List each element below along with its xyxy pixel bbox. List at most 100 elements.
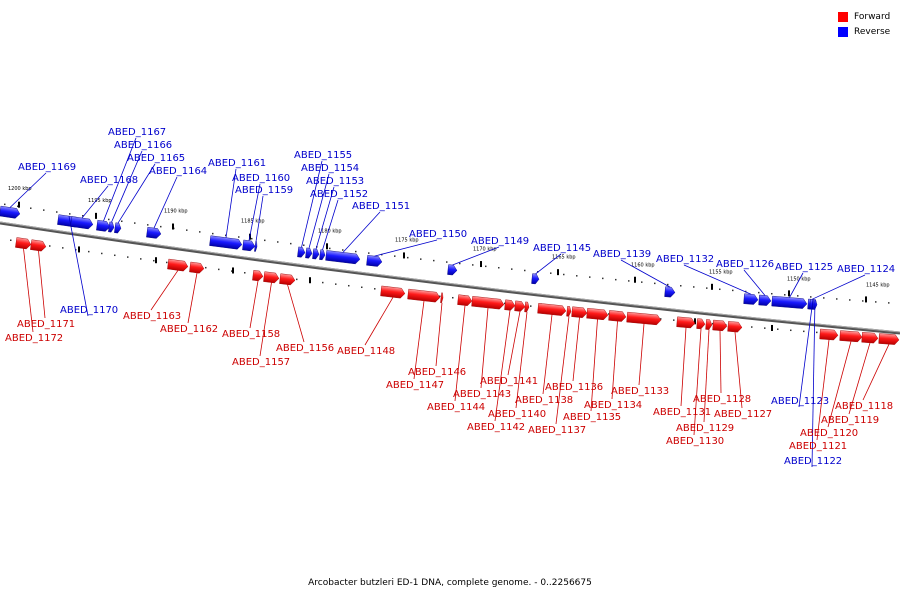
- gene-arrow[interactable]: [626, 311, 662, 326]
- gene-arrow[interactable]: [471, 296, 505, 310]
- gene-arrow[interactable]: [242, 239, 256, 252]
- gene-arrow[interactable]: [0, 205, 21, 219]
- gene-arrow[interactable]: [114, 222, 122, 234]
- gene-abed-1164[interactable]: ABED_1164: [146, 166, 207, 239]
- gene-arrow[interactable]: [771, 295, 808, 309]
- gene-arrow[interactable]: [504, 299, 516, 311]
- gene-abed-1146[interactable]: ABED_1146: [408, 292, 466, 378]
- gene-arrow[interactable]: [571, 306, 588, 318]
- gene-arrow[interactable]: [70, 216, 94, 230]
- gene-abed-1163[interactable]: ABED_1163: [123, 258, 189, 322]
- gene-arrow[interactable]: [440, 292, 444, 304]
- gene-abed-1143[interactable]: ABED_1143: [453, 296, 511, 400]
- gene-arrow[interactable]: [15, 237, 32, 250]
- gene-arrow[interactable]: [263, 271, 280, 284]
- gene-abed-1150[interactable]: ABED_1150: [366, 229, 467, 267]
- gene-arrow[interactable]: [167, 258, 189, 272]
- gene-abed-1166[interactable]: ABED_1166: [108, 140, 172, 233]
- gene-abed-1162[interactable]: ABED_1162: [160, 261, 218, 335]
- gene-abed-1171[interactable]: ABED_1171: [17, 239, 75, 330]
- gene-abed-1153[interactable]: ABED_1153: [306, 176, 364, 260]
- gene-arrow[interactable]: [839, 330, 863, 343]
- gene-abed-1167[interactable]: ABED_1167: [96, 127, 166, 232]
- gene-abed-1140[interactable]: ABED_1140: [488, 301, 546, 420]
- gene-abed-1119[interactable]: ABED_1119: [821, 332, 879, 426]
- gene-arrow[interactable]: [514, 300, 526, 312]
- gene-arrow[interactable]: [608, 310, 627, 322]
- gene-arrow[interactable]: [297, 246, 306, 258]
- gene-arrow[interactable]: [758, 294, 772, 306]
- gene-abed-1152[interactable]: ABED_1152: [310, 189, 368, 261]
- gene-abed-1132[interactable]: ABED_1132: [656, 254, 759, 305]
- gene-arrow[interactable]: [696, 318, 706, 330]
- gene-abed-1158[interactable]: ABED_1158: [222, 270, 280, 340]
- gene-arrow[interactable]: [457, 294, 473, 306]
- gene-abed-1127[interactable]: ABED_1127: [714, 321, 772, 420]
- gene-arrow[interactable]: [676, 316, 696, 329]
- gene-arrow[interactable]: [727, 321, 743, 333]
- gene-abed-1172[interactable]: ABED_1172: [5, 237, 63, 344]
- gene-arrow[interactable]: [305, 247, 313, 259]
- gene-abed-1138[interactable]: ABED_1138: [515, 303, 573, 406]
- gene-abed-1155[interactable]: ABED_1155: [294, 150, 352, 258]
- gene-arrow[interactable]: [447, 264, 458, 276]
- gene-abed-1159[interactable]: ABED_1159: [235, 185, 293, 252]
- gene-arrow[interactable]: [254, 241, 258, 252]
- gene-abed-1142[interactable]: ABED_1142: [467, 299, 525, 433]
- gene-abed-1123[interactable]: ABED_1123: [771, 298, 829, 408]
- gene-arrow[interactable]: [819, 328, 839, 341]
- gene-arrow[interactable]: [312, 248, 320, 260]
- gene-abed-1118[interactable]: ABED_1118: [835, 333, 900, 412]
- gene-arrow[interactable]: [531, 273, 540, 285]
- gene-arrow[interactable]: [189, 261, 205, 274]
- gene-abed-1131[interactable]: ABED_1131: [653, 316, 711, 418]
- gene-abed-1130[interactable]: ABED_1130: [666, 318, 724, 447]
- gene-abed-1135[interactable]: ABED_1135: [563, 307, 621, 423]
- gene-abed-1129[interactable]: ABED_1129: [676, 319, 734, 434]
- gene-abed-1154[interactable]: ABED_1154: [301, 163, 359, 259]
- gene-abed-1122[interactable]: ABED_1122: [784, 299, 842, 468]
- gene-arrow[interactable]: [586, 307, 609, 321]
- gene-abed-1126[interactable]: ABED_1126: [716, 259, 774, 306]
- gene-arrow[interactable]: [319, 249, 326, 261]
- gene-abed-1147[interactable]: ABED_1147: [386, 288, 444, 391]
- gene-abed-1137[interactable]: ABED_1137: [528, 305, 586, 436]
- gene-arrow[interactable]: [30, 239, 47, 252]
- gene-arrow[interactable]: [566, 305, 572, 317]
- gene-arrow[interactable]: [743, 293, 759, 305]
- gene-abed-1156[interactable]: ABED_1156: [276, 273, 334, 354]
- gene-abed-1128[interactable]: ABED_1128: [693, 319, 751, 405]
- gene-arrow[interactable]: [209, 235, 243, 250]
- gene-arrow[interactable]: [366, 255, 383, 267]
- gene-abed-1145[interactable]: ABED_1145: [531, 243, 592, 285]
- gene-arrow[interactable]: [325, 250, 361, 265]
- gene-abed-1169[interactable]: ABED_1169: [0, 162, 76, 219]
- gene-arrow[interactable]: [861, 332, 879, 344]
- gene-abed-1134[interactable]: ABED_1134: [584, 310, 642, 411]
- gene-abed-1141[interactable]: ABED_1141: [480, 300, 538, 387]
- gene-abed-1121[interactable]: ABED_1121: [789, 328, 847, 452]
- gene-arrow[interactable]: [537, 303, 567, 316]
- gene-abed-1120[interactable]: ABED_1120: [800, 330, 863, 439]
- gene-arrow[interactable]: [146, 226, 162, 239]
- gene-abed-1149[interactable]: ABED_1149: [447, 236, 529, 276]
- gene-abed-1165[interactable]: ABED_1165: [114, 153, 185, 234]
- gene-abed-1139[interactable]: ABED_1139: [593, 249, 676, 298]
- gene-abed-1125[interactable]: ABED_1125: [771, 262, 834, 309]
- gene-abed-1161[interactable]: ABED_1161: [208, 158, 266, 250]
- gene-abed-1151[interactable]: ABED_1151: [325, 201, 411, 265]
- gene-arrow[interactable]: [664, 286, 676, 298]
- gene-abed-1136[interactable]: ABED_1136: [545, 306, 603, 393]
- gene-abed-1157[interactable]: ABED_1157: [232, 271, 290, 368]
- gene-abed-1133[interactable]: ABED_1133: [611, 311, 669, 397]
- gene-arrow[interactable]: [712, 319, 728, 332]
- gene-arrow[interactable]: [407, 288, 441, 303]
- gene-arrow[interactable]: [96, 219, 111, 232]
- gene-abed-1168[interactable]: ABED_1168: [70, 175, 138, 230]
- gene-arrow[interactable]: [279, 273, 296, 286]
- gene-abed-1148[interactable]: ABED_1148: [337, 285, 406, 357]
- gene-abed-1160[interactable]: ABED_1160: [232, 173, 290, 252]
- gene-arrow[interactable]: [108, 221, 115, 233]
- gene-abed-1144[interactable]: ABED_1144: [427, 294, 485, 413]
- gene-arrow[interactable]: [705, 319, 713, 330]
